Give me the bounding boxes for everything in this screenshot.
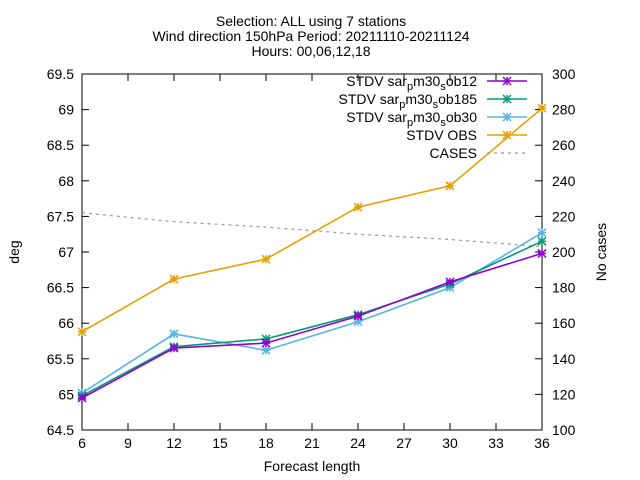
y2-tick-label: 140 [552,351,576,367]
x-tick-label: 6 [78,435,86,451]
y2-tick-label: 280 [552,102,576,118]
data-point-3-0 [77,327,87,337]
y-tick-label: 67 [58,244,74,260]
y-tick-label: 68 [58,173,74,189]
y2-tick-label: 240 [552,173,576,189]
chart-title: Selection: ALL using 7 stations Wind dir… [152,13,469,59]
data-point-3-3 [353,202,363,212]
legend-marker-0 [502,76,512,86]
legend-marker-2 [502,112,512,122]
data-point-3-1 [169,274,179,284]
x-tick-label: 27 [396,435,412,451]
data-point-0-0 [77,393,87,403]
y-tick-label: 65.5 [47,351,74,367]
legend-label-4: CASES [430,145,477,161]
x-tick-label: 24 [350,435,366,451]
data-point-3-4 [445,181,455,191]
x-tick-label: 36 [534,435,550,451]
x-tick-label: 9 [124,435,132,451]
chart-title-line-1: Selection: ALL using 7 stations [216,13,406,29]
y-tick-label: 64.5 [47,422,74,438]
legend-label-0: STDV sarpm30sob12 [346,73,477,93]
legend-label-3: STDV OBS [406,127,477,143]
data-point-0-4 [445,277,455,287]
data-point-3-2 [261,254,271,264]
y-tick-label: 66.5 [47,280,74,296]
series-line-3 [81,107,543,333]
data-point-2-1 [169,329,179,339]
legend-label-2: STDV sarpm30sob30 [346,109,477,129]
y2-tick-label: 180 [552,280,576,296]
data-point-3-5 [537,103,547,113]
x-tick-label: 33 [488,435,504,451]
x-tick-label: 15 [212,435,228,451]
y-tick-label: 68.5 [47,137,74,153]
y2-tick-label: 120 [552,386,576,402]
data-point-1-5 [537,236,547,246]
data-point-2-5 [537,228,547,238]
x-tick-label: 12 [166,435,182,451]
y2-tick-label: 100 [552,422,576,438]
legend-marker-1 [502,94,512,104]
y-tick-label: 69.5 [47,66,74,82]
y-axis-label: deg [6,240,22,263]
legend-label-1: STDV sarpm30sob185 [339,91,478,111]
data-point-0-3 [353,311,363,321]
chart-title-line-3: Hours: 00,06,12,18 [251,43,370,59]
x-tick-label: 18 [258,435,274,451]
legend-marker-3 [502,130,512,140]
y2-tick-label: 220 [552,208,576,224]
y-tick-label: 67.5 [47,208,74,224]
y-tick-label: 66 [58,315,74,331]
chart-title-line-2: Wind direction 150hPa Period: 20211110-2… [152,28,469,44]
y2-axis-label: No cases [593,223,609,281]
y-tick-label: 69 [58,102,74,118]
data-point-0-5 [537,248,547,258]
y2-tick-label: 300 [552,66,576,82]
x-tick-label: 21 [304,435,320,451]
data-point-0-1 [169,343,179,353]
y2-tick-label: 260 [552,137,576,153]
y2-tick-label: 200 [552,244,576,260]
series-line-2 [81,232,543,394]
x-tick-label: 30 [442,435,458,451]
series-line-0 [81,252,543,399]
series-line-1 [81,240,543,397]
series-line-4 [81,212,543,248]
series-layer [77,103,547,403]
x-axis-label: Forecast length [264,458,361,474]
data-point-0-2 [261,338,271,348]
data-point-2-2 [261,345,271,355]
y-tick-label: 65 [58,386,74,402]
y2-tick-label: 160 [552,315,576,331]
axes: 6 9 12 15 18 21 24 27 30 33 3664.56565.56666.56767… [47,66,576,451]
